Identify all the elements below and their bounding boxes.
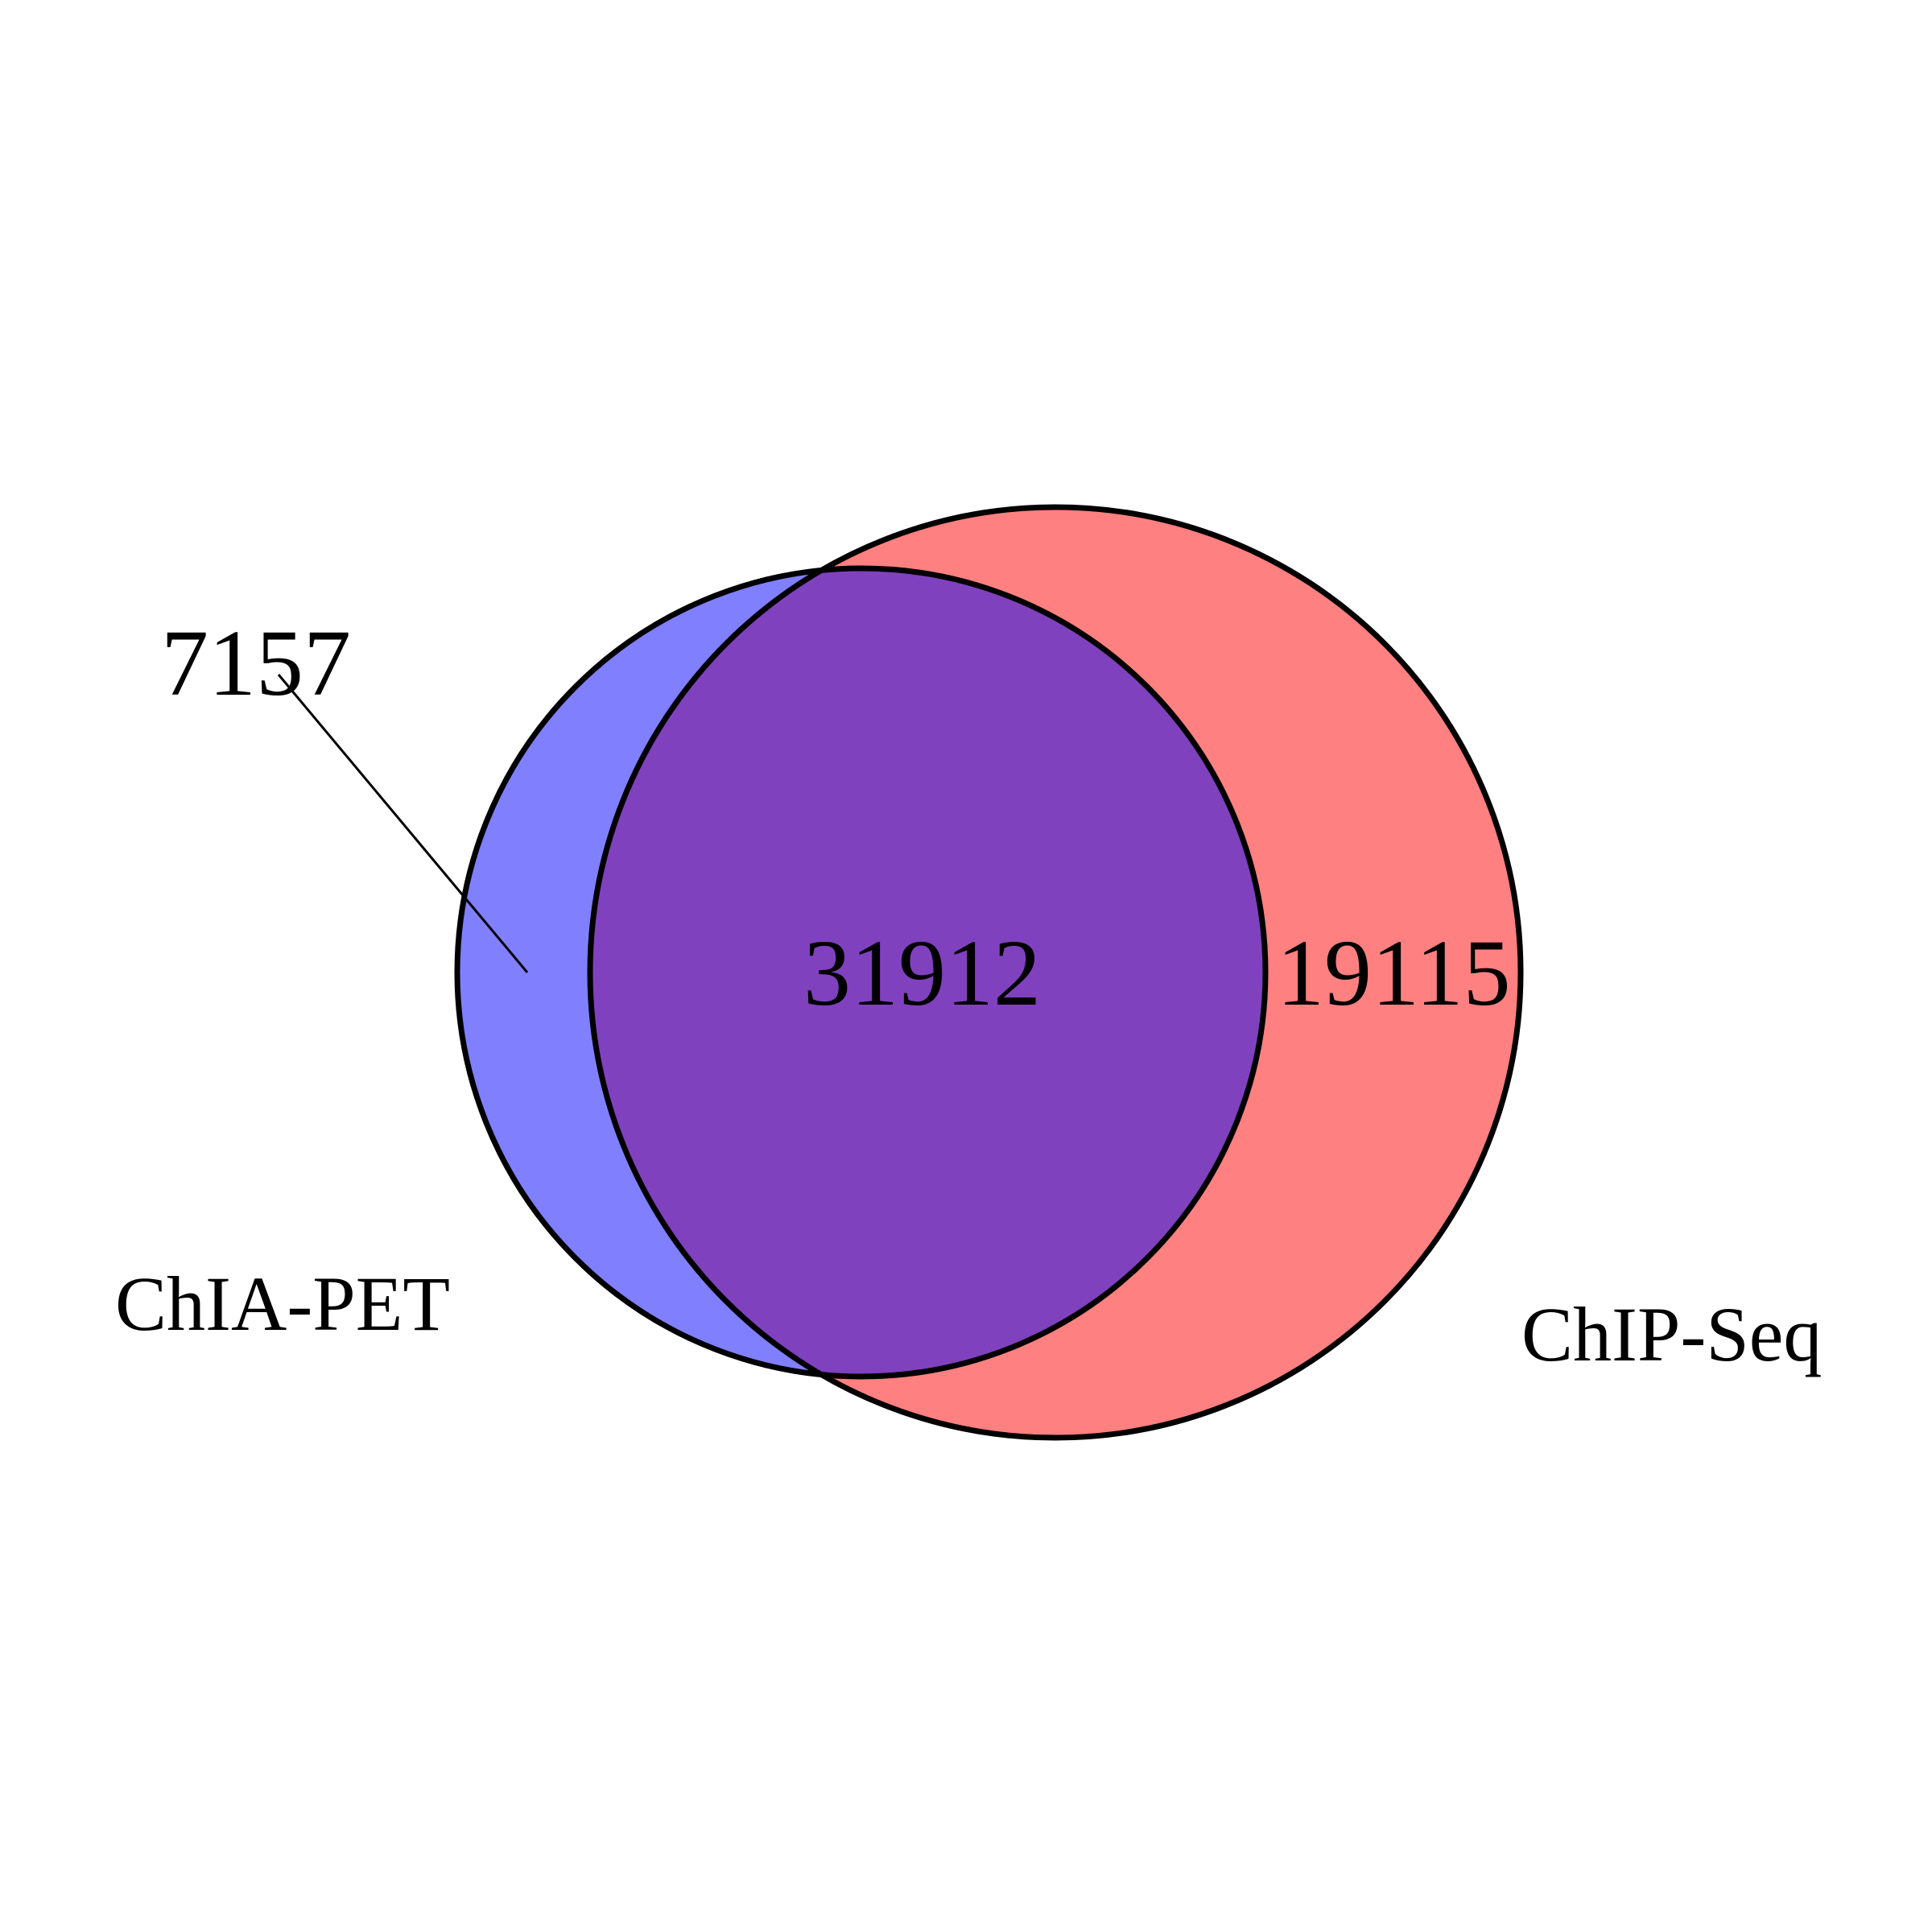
outline-chia-pet <box>454 565 1269 1380</box>
outline-chip-seq <box>587 504 1524 1441</box>
count-overlap: 31912 <box>803 920 1041 1026</box>
set-label-chip-seq: ChIP-Seq <box>1521 1291 1822 1377</box>
leader-line-only-chia-pet <box>277 674 529 973</box>
count-only-chia-pet: 7157 <box>161 610 351 716</box>
overlap-region <box>590 568 1265 1377</box>
set-label-chia-pet: ChIA-PET <box>115 1261 450 1347</box>
count-only-chip-seq: 19115 <box>1277 920 1511 1026</box>
